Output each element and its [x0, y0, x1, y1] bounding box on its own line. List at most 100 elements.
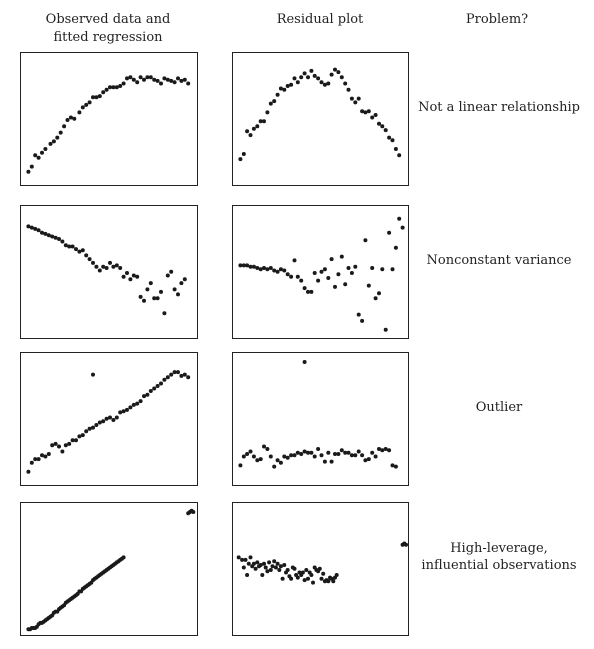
data-point	[255, 560, 260, 565]
data-point	[51, 139, 56, 144]
observed-plot-panel	[20, 52, 198, 186]
data-point	[251, 561, 256, 566]
data-point	[292, 258, 297, 263]
data-point	[316, 447, 321, 451]
data-point	[262, 266, 266, 270]
data-point	[322, 459, 327, 464]
observed-plot	[26, 224, 187, 316]
data-point	[145, 75, 150, 80]
data-point	[121, 274, 126, 279]
data-point	[77, 434, 82, 439]
data-point	[282, 87, 287, 92]
data-point	[241, 454, 246, 459]
data-point	[97, 94, 102, 99]
data-point	[285, 272, 290, 277]
data-point	[36, 155, 41, 160]
data-point	[339, 254, 344, 259]
data-point	[128, 75, 133, 80]
data-point	[262, 119, 266, 124]
data-point	[97, 268, 102, 273]
data-point	[278, 267, 283, 272]
data-point	[142, 394, 146, 399]
data-point	[138, 399, 143, 404]
data-point	[165, 77, 170, 82]
data-point	[353, 100, 358, 105]
data-point	[311, 580, 315, 585]
data-point	[295, 575, 300, 580]
data-point	[135, 401, 140, 406]
data-point	[366, 457, 371, 462]
data-point	[74, 438, 78, 443]
data-point	[309, 450, 314, 455]
data-point	[118, 84, 123, 88]
data-point	[121, 409, 126, 414]
data-point	[299, 278, 304, 283]
data-point	[339, 75, 344, 80]
data-point	[176, 292, 180, 297]
data-point	[285, 84, 290, 88]
data-point	[29, 225, 34, 230]
data-point	[33, 153, 38, 158]
data-point	[245, 573, 250, 577]
data-point	[387, 230, 392, 235]
data-point	[179, 78, 184, 83]
data-point	[336, 70, 341, 75]
data-point	[91, 95, 95, 100]
data-point	[172, 287, 177, 292]
data-point	[329, 72, 334, 77]
data-point	[295, 80, 300, 85]
data-point	[383, 327, 388, 332]
residual-plot-panel	[232, 352, 409, 486]
header-problem: Problem?	[465, 12, 529, 27]
data-point	[33, 226, 38, 231]
data-point	[169, 78, 174, 83]
data-point	[145, 392, 150, 397]
data-point	[162, 311, 167, 316]
data-point	[366, 283, 371, 288]
data-point	[309, 573, 314, 577]
problem-label: High-leverage, influential observations	[421, 541, 577, 573]
data-point	[155, 384, 160, 388]
data-point	[165, 375, 170, 380]
data-point	[300, 570, 305, 575]
data-point	[299, 75, 304, 80]
data-point	[155, 78, 160, 83]
data-point	[390, 138, 395, 143]
data-point	[84, 429, 89, 434]
data-point	[70, 438, 75, 443]
residual-plot-panel	[232, 502, 409, 636]
data-point	[94, 423, 99, 427]
data-point	[302, 71, 307, 76]
data-point	[60, 239, 65, 244]
data-point	[155, 296, 160, 301]
data-point	[306, 289, 310, 294]
data-point	[272, 268, 277, 273]
data-point	[397, 153, 402, 158]
data-point	[265, 267, 270, 272]
data-point	[238, 157, 243, 162]
data-point	[159, 381, 163, 386]
data-point	[40, 230, 44, 235]
data-point	[306, 576, 310, 581]
data-point	[349, 96, 354, 101]
data-point	[236, 555, 241, 560]
data-point	[278, 564, 283, 569]
data-point	[169, 269, 174, 274]
data-point	[104, 266, 109, 270]
data-point	[322, 82, 327, 87]
data-point	[162, 377, 167, 382]
data-point	[182, 277, 187, 282]
data-point	[101, 264, 106, 269]
data-point	[331, 579, 336, 584]
data-point	[53, 441, 58, 446]
data-point	[319, 453, 324, 458]
data-point	[346, 87, 351, 92]
data-point	[377, 121, 381, 126]
data-point	[292, 453, 297, 458]
data-point	[316, 76, 321, 81]
data-point	[263, 565, 268, 570]
data-point	[159, 289, 163, 294]
data-point	[243, 557, 248, 562]
data-point	[334, 573, 339, 577]
data-point	[26, 169, 31, 174]
